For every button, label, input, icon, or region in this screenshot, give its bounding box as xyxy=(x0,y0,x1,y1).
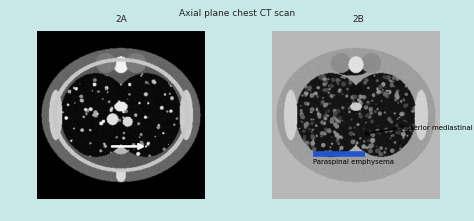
Text: Posterior mediastinal air: Posterior mediastinal air xyxy=(399,125,474,131)
Text: Axial plane chest CT scan: Axial plane chest CT scan xyxy=(179,9,295,18)
Text: 2A: 2A xyxy=(115,15,127,25)
Text: Paraspinal emphysema: Paraspinal emphysema xyxy=(313,159,393,165)
Text: 2B: 2B xyxy=(352,15,364,25)
